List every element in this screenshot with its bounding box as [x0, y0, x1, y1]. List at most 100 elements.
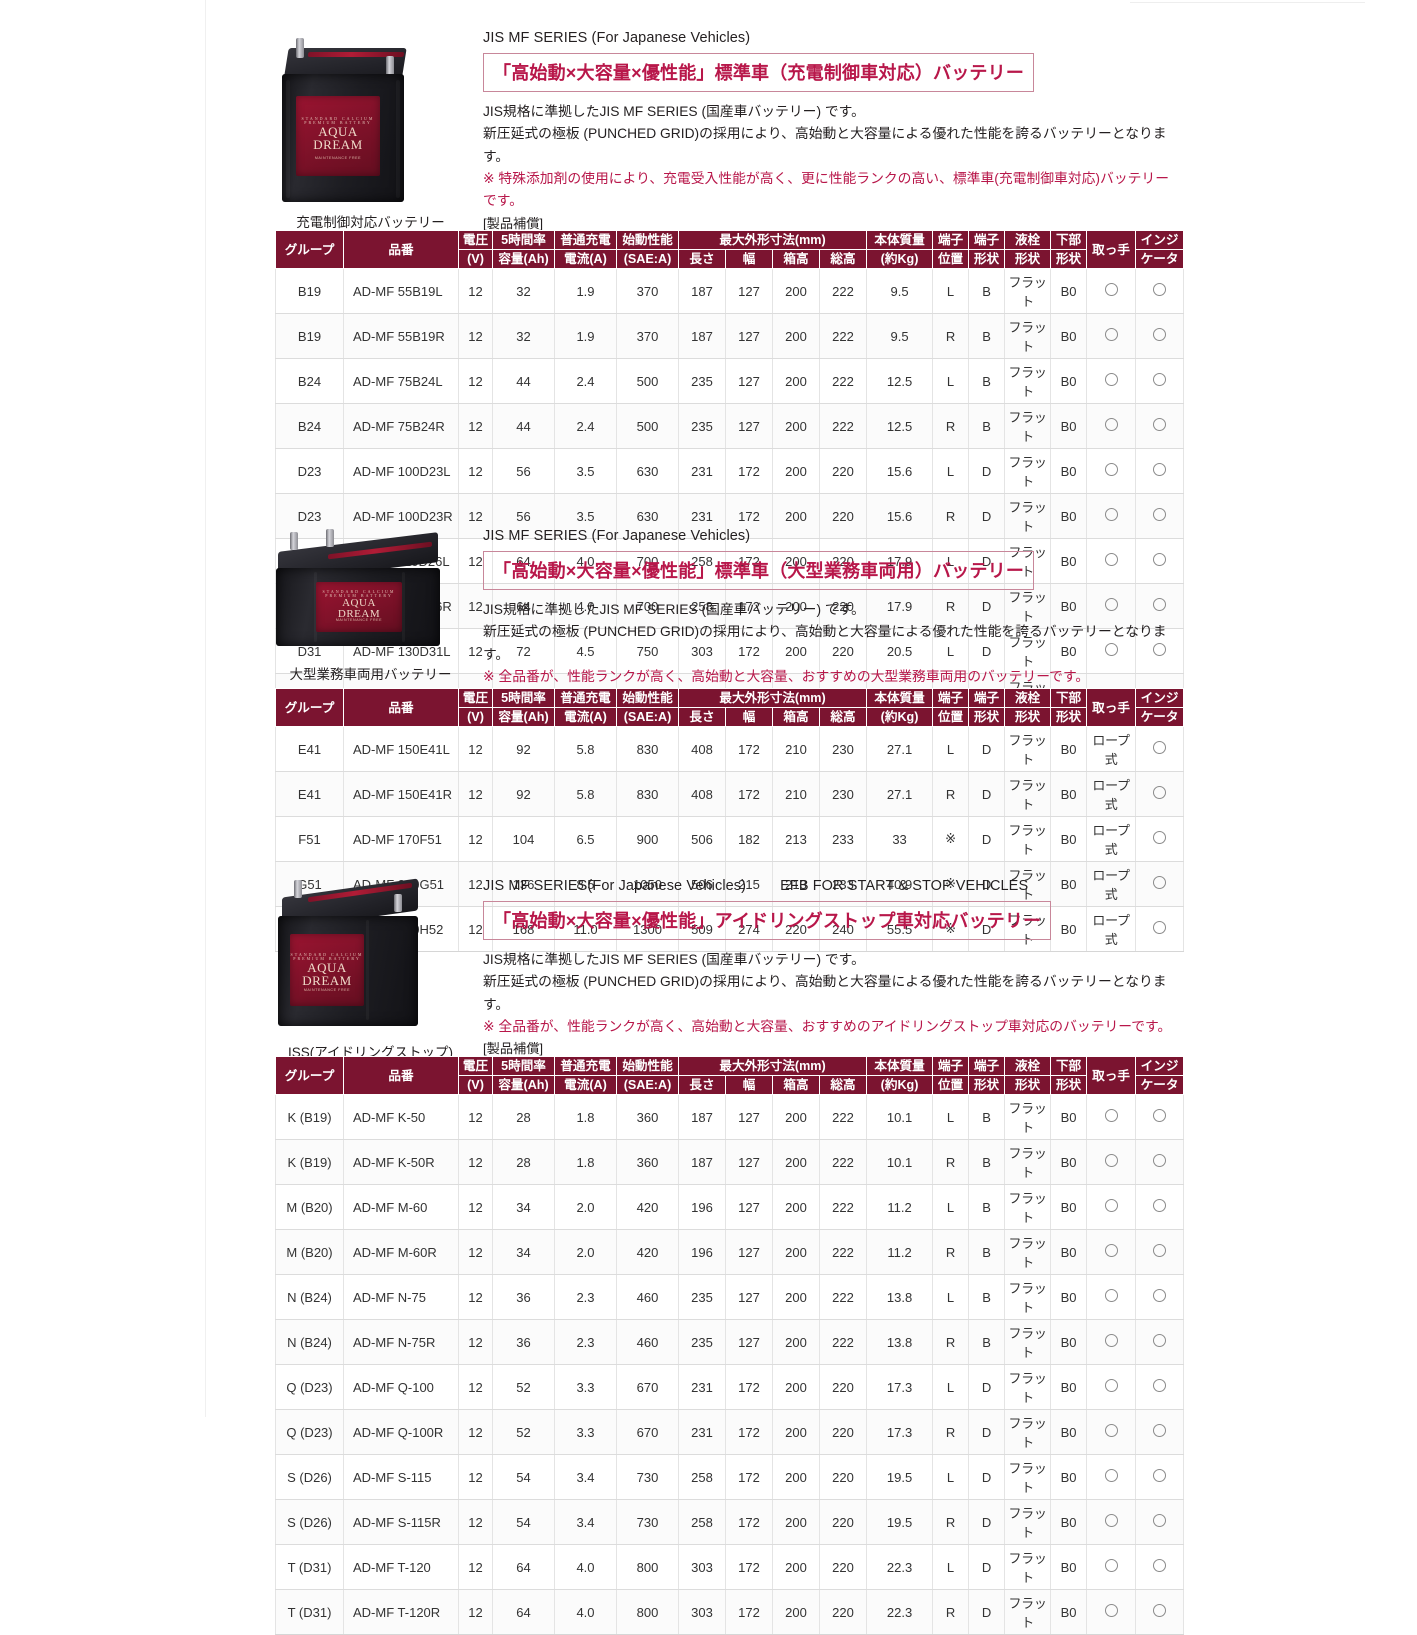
col-mass: 本体質量 — [866, 1055, 934, 1077]
cell-group: T (D31) — [275, 1544, 344, 1591]
cell-ah: 54 — [492, 1499, 555, 1546]
cell-ts: B — [968, 403, 1006, 450]
col-dimensions-group: 最大外形寸法(mm) — [677, 1055, 868, 1077]
cell-ah: 104 — [492, 816, 555, 863]
col-group: グループ — [275, 1055, 344, 1096]
cell-handle: ロープ式 — [1086, 906, 1137, 953]
cell-pn: AD-MF Q-100 — [343, 1364, 459, 1411]
cell-group: S (D26) — [275, 1499, 344, 1546]
cell-v: 12 — [458, 726, 493, 773]
cell-th: 220 — [818, 448, 868, 495]
col-mass-unit: (約Kg) — [866, 707, 934, 728]
col-charge: 普通充電 — [554, 687, 617, 709]
cell-ah: 54 — [492, 1454, 555, 1501]
cell-ind — [1135, 1409, 1185, 1456]
col-cca: 始動性能 — [616, 1055, 679, 1077]
col-term-pos: 端子 — [932, 1055, 970, 1077]
battery-maker-text: MAINTENANCE FREE — [314, 156, 362, 160]
cell-bottom: B0 — [1050, 1229, 1088, 1276]
cell-group: E41 — [275, 771, 344, 818]
cell-kg: 17.3 — [866, 1364, 934, 1411]
cell-group: Q (D23) — [275, 1364, 344, 1411]
table-row: E41 AD-MF 150E41R 12 92 5.8 830 408 172 210 230 27… — [275, 771, 1185, 818]
cell-ind — [1135, 448, 1185, 495]
cell-plug: フラット — [1004, 771, 1052, 818]
cell-ts: D — [968, 1589, 1006, 1635]
cell-len: 187 — [678, 313, 726, 360]
col-term-shape-2: 形状 — [968, 249, 1006, 270]
col-charge: 普通充電 — [554, 229, 617, 251]
cell-tp: R — [932, 493, 970, 540]
cell-len: 509 — [678, 906, 726, 953]
cell-kg: 27.1 — [866, 726, 934, 773]
cell-th: 220 — [818, 1544, 868, 1591]
cell-ts: B — [968, 358, 1006, 405]
circle-icon — [1104, 373, 1118, 387]
circle-icon — [1153, 1559, 1167, 1573]
col-mass-unit: (約Kg) — [866, 1075, 934, 1096]
col-voltage-unit: (V) — [458, 249, 493, 270]
cell-ind — [1135, 1184, 1185, 1231]
cell-th: 220 — [818, 1499, 868, 1546]
cell-pn: AD-MF T-120R — [343, 1589, 459, 1635]
cell-a: 4.0 — [554, 1589, 617, 1635]
cell-group: F51 — [275, 816, 344, 863]
cell-tp: L — [932, 448, 970, 495]
col-dimensions-group: 最大外形寸法(mm) — [677, 229, 868, 251]
cell-v: 12 — [458, 1184, 493, 1231]
cell-a: 3.5 — [554, 448, 617, 495]
circle-icon — [1153, 1244, 1167, 1258]
cell-ah: 44 — [492, 403, 555, 450]
cell-plug: フラット — [1004, 448, 1052, 495]
cell-cca: 460 — [616, 1274, 679, 1321]
cell-bh: 200 — [772, 1229, 820, 1276]
circle-icon — [1104, 1334, 1118, 1348]
description-line-2b: 新圧延式の極板 (PUNCHED GRID)の採用により、高始動と大容量による優… — [483, 624, 1167, 662]
product-caption-2: 大型業務車両用バッテリー — [289, 667, 452, 682]
description-block-1: JIS MF SERIES (For Japanese Vehicles) 「高… — [483, 30, 1173, 255]
cell-tp: ※ — [932, 816, 970, 863]
spec-table-body-3: K (B19) AD-MF K-50 12 28 1.8 360 187 127 200 222 1… — [275, 1094, 1185, 1635]
cell-th: 220 — [818, 1589, 868, 1635]
cell-pn: AD-MF 170F51 — [343, 816, 459, 863]
cell-tp: R — [932, 1319, 970, 1366]
cell-pn: AD-MF N-75 — [343, 1274, 459, 1321]
cell-len: 258 — [678, 1454, 726, 1501]
circle-icon — [1153, 1379, 1167, 1393]
cell-pn: AD-MF 100D23R — [343, 493, 459, 540]
cell-ah: 136 — [492, 861, 555, 908]
col-dim-width: 幅 — [725, 707, 773, 728]
cell-len: 235 — [678, 403, 726, 450]
cell-kg: 10.1 — [866, 1139, 934, 1186]
cell-bottom: B0 — [1050, 493, 1088, 540]
cell-bottom: B0 — [1050, 726, 1088, 773]
description-line-3b: 新圧延式の極板 (PUNCHED GRID)の採用により、高始動と大容量による優… — [483, 974, 1167, 1012]
cell-ah: 34 — [492, 1184, 555, 1231]
cell-kg: 13.8 — [866, 1274, 934, 1321]
cell-wid: 127 — [725, 268, 773, 315]
cell-ts: B — [968, 313, 1006, 360]
cell-v: 12 — [458, 1274, 493, 1321]
cell-ah: 32 — [492, 268, 555, 315]
description-line-2a: JIS規格に準拠したJIS MF SERIES (国産車バッテリー) です。 — [483, 602, 865, 617]
circle-icon — [1104, 1424, 1118, 1438]
cell-group: N (B24) — [275, 1319, 344, 1366]
cell-group: M (B20) — [275, 1229, 344, 1276]
cell-cca: 670 — [616, 1364, 679, 1411]
cell-a: 2.4 — [554, 358, 617, 405]
cell-bh: 200 — [772, 1184, 820, 1231]
cell-handle — [1086, 403, 1137, 450]
cell-group: B19 — [275, 313, 344, 360]
col-group: グループ — [275, 687, 344, 728]
cell-bottom: B0 — [1050, 358, 1088, 405]
cell-ind — [1135, 1139, 1185, 1186]
col-charge: 普通充電 — [554, 1055, 617, 1077]
cell-bh: 200 — [772, 583, 820, 630]
cell-a: 3.3 — [554, 1409, 617, 1456]
cell-a: 1.9 — [554, 313, 617, 360]
circle-icon — [1104, 1469, 1118, 1483]
cell-pn: AD-MF S-115R — [343, 1499, 459, 1546]
col-capacity-unit: 容量(Ah) — [492, 707, 555, 728]
cell-bottom: B0 — [1050, 268, 1088, 315]
cell-wid: 127 — [725, 1274, 773, 1321]
